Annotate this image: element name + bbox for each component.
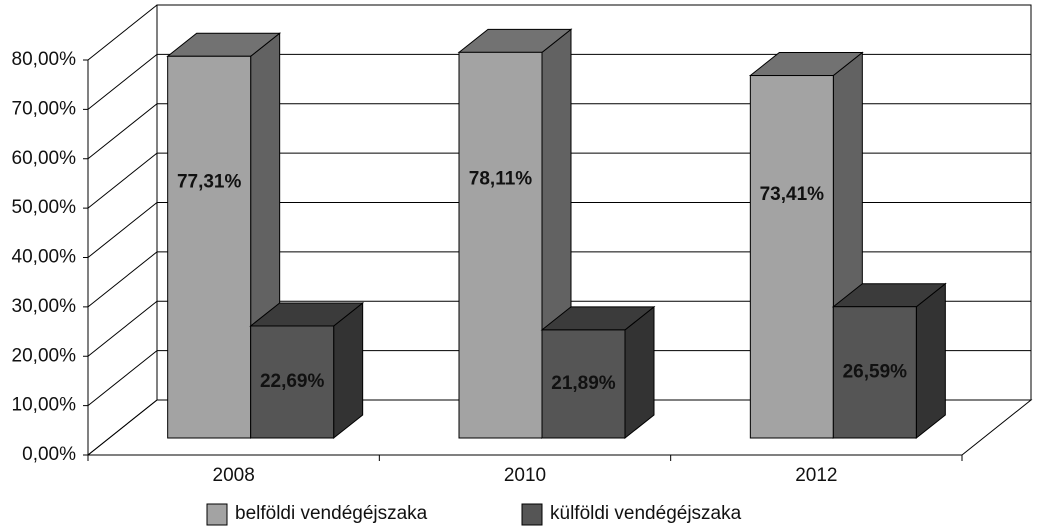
value-label: 73,41% [760, 184, 825, 205]
y-tick-label: 20,00% [12, 345, 77, 366]
value-label: 26,59% [843, 361, 908, 382]
grid-line [87, 152, 158, 209]
y-tick-label: 40,00% [12, 247, 77, 268]
legend-label: külföldi vendégéjszaka [550, 503, 742, 524]
bar [541, 329, 626, 439]
grid-line [87, 53, 158, 110]
legend-label: belföldi vendégéjszaka [235, 503, 428, 524]
grid-line [87, 202, 158, 258]
grid-line [87, 399, 158, 456]
bar [250, 325, 335, 439]
grid-line [87, 103, 158, 160]
bar [749, 75, 834, 439]
bar-side [915, 282, 946, 440]
value-label: 22,69% [260, 371, 325, 392]
value-label: 77,31% [177, 171, 242, 192]
value-label: 21,89% [551, 373, 616, 394]
y-tick-label: 30,00% [12, 296, 77, 317]
grid-line [87, 300, 158, 357]
grid-line [87, 4, 158, 61]
bar [458, 51, 543, 439]
legend-swatch [206, 503, 228, 526]
y-tick-label: 10,00% [12, 395, 77, 416]
legend-swatch [521, 503, 543, 526]
bar-side [333, 301, 364, 440]
bar [167, 55, 252, 439]
y-tick-label: 70,00% [12, 98, 77, 119]
x-tick-label: 2008 [213, 465, 255, 486]
bar [832, 306, 917, 439]
y-tick-label: 50,00% [12, 197, 77, 218]
x-tick-label: 2010 [504, 465, 546, 486]
grid-line [87, 350, 158, 407]
x-tick-label: 2012 [795, 465, 837, 486]
y-tick-label: 0,00% [22, 444, 76, 465]
value-label: 78,11% [469, 169, 532, 190]
y-tick-label: 60,00% [12, 148, 77, 169]
y-tick-label: 80,00% [12, 49, 77, 70]
grid-line [87, 251, 158, 308]
